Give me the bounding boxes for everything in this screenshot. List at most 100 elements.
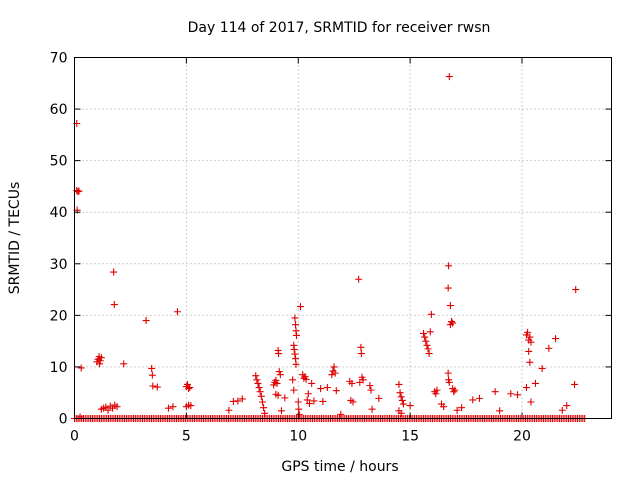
- plot-frame: [74, 57, 612, 419]
- data-point: [531, 379, 539, 387]
- data-point: [302, 375, 310, 383]
- data-point: [281, 394, 289, 402]
- data-point: [296, 303, 304, 311]
- data-point: [445, 378, 453, 386]
- axis-ticks: 0 5 10 15 20 0 10 20 30 40 50 60 70: [50, 51, 612, 445]
- data-point: [355, 275, 363, 283]
- data-point: [420, 329, 428, 337]
- data-point: [238, 395, 246, 403]
- data-point: [451, 386, 459, 394]
- data-point: [446, 302, 454, 310]
- data-point: [295, 405, 303, 413]
- data-point: [422, 337, 430, 345]
- data-point: [276, 371, 284, 379]
- data-point: [305, 400, 313, 408]
- data-point: [366, 381, 374, 389]
- y-tick-label: 40: [50, 205, 68, 221]
- data-point: [260, 404, 268, 412]
- chart-title: Day 114 of 2017, SRMTID for receiver rws…: [188, 20, 491, 36]
- data-point: [292, 360, 300, 368]
- data-point: [450, 388, 458, 396]
- data-point: [295, 410, 303, 418]
- data-point: [349, 398, 357, 406]
- data-point: [396, 389, 404, 397]
- data-point: [558, 406, 566, 414]
- data-point: [257, 392, 265, 400]
- data-point: [75, 187, 83, 195]
- data-point: [445, 73, 453, 81]
- y-tick-label: 10: [50, 360, 68, 376]
- data-point: [164, 404, 172, 412]
- data-point: [571, 380, 579, 388]
- y-tick-label: 30: [50, 257, 68, 273]
- data-point: [514, 391, 522, 399]
- grid-lines: [74, 57, 612, 419]
- data-point: [426, 328, 434, 336]
- data-point: [277, 407, 285, 415]
- data-point: [491, 388, 499, 396]
- data-point: [142, 317, 150, 325]
- data-point: [186, 384, 194, 392]
- data-point: [153, 383, 161, 391]
- data-point: [256, 388, 264, 396]
- data-point: [526, 358, 534, 366]
- data-point: [367, 386, 375, 394]
- data-point: [294, 398, 302, 406]
- data-point: [272, 376, 280, 384]
- x-tick-label: 20: [513, 429, 531, 445]
- data-point: [357, 343, 365, 351]
- data-point: [397, 409, 405, 417]
- data-point: [433, 386, 441, 394]
- data-point: [425, 350, 433, 358]
- y-tick-label: 60: [50, 102, 68, 118]
- data-point: [292, 321, 300, 329]
- data-point: [120, 360, 128, 368]
- data-point: [97, 354, 105, 362]
- data-point: [525, 347, 533, 355]
- data-point: [291, 350, 299, 358]
- data-point: [368, 405, 376, 413]
- data-point: [522, 384, 530, 392]
- data-point: [104, 406, 112, 414]
- data-point: [304, 390, 312, 398]
- data-point: [507, 390, 515, 398]
- data-point: [398, 396, 406, 404]
- data-point: [545, 344, 553, 352]
- data-point: [444, 284, 452, 292]
- data-point: [337, 410, 345, 418]
- data-point: [110, 301, 118, 309]
- data-point: [290, 345, 298, 353]
- data-point: [323, 384, 331, 392]
- data-point: [469, 396, 477, 404]
- data-point: [96, 360, 104, 368]
- data-point: [310, 397, 318, 405]
- data-point: [496, 407, 504, 415]
- data-point: [169, 403, 177, 411]
- data-point: [273, 379, 281, 387]
- data-point: [395, 380, 403, 388]
- y-tick-label: 0: [59, 412, 68, 428]
- data-point: [330, 363, 338, 371]
- y-axis-label: SRMTID / TECUs: [7, 182, 23, 295]
- data-point: [572, 286, 580, 294]
- data-point: [253, 376, 261, 384]
- data-point: [444, 369, 452, 377]
- data-point: [357, 350, 365, 358]
- data-point: [356, 378, 364, 386]
- data-point: [328, 371, 336, 379]
- data-point: [261, 409, 269, 417]
- x-tick-label: 5: [182, 429, 191, 445]
- data-point: [76, 413, 84, 421]
- data-point: [254, 379, 262, 387]
- data-point: [252, 372, 260, 380]
- data-point: [527, 338, 535, 346]
- data-point: [173, 308, 181, 316]
- data-point: [527, 398, 535, 406]
- y-tick-label: 20: [50, 308, 68, 324]
- data-point: [538, 364, 546, 372]
- data-point: [424, 345, 432, 353]
- data-point: [274, 391, 282, 399]
- data-point: [225, 406, 233, 414]
- data-point: [427, 310, 435, 318]
